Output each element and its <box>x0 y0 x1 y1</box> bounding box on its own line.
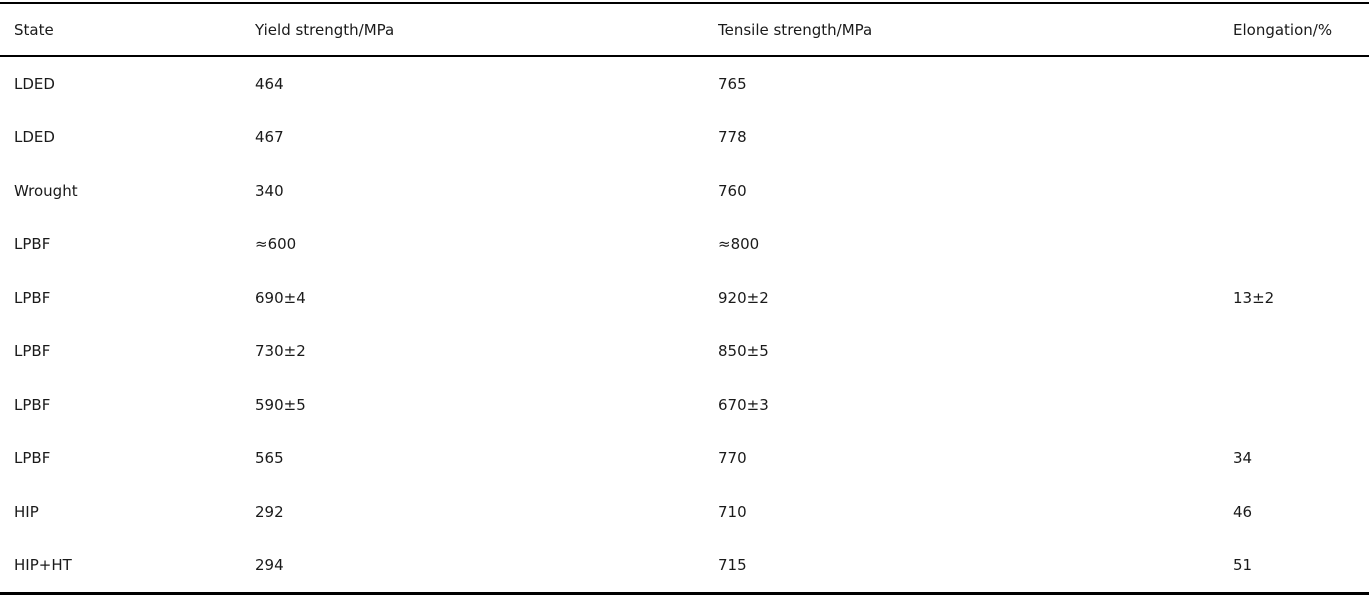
cell-tensile: 765 <box>718 74 747 93</box>
cell-yield: 590±5 <box>255 395 306 414</box>
cell-yield: ≈600 <box>255 235 297 254</box>
cell-state: LDED <box>14 74 55 93</box>
cell-tensile: 778 <box>718 128 747 147</box>
cell-state: Wrought <box>14 181 78 200</box>
cell-state: LPBF <box>14 449 51 468</box>
column-header-state: State <box>14 20 54 39</box>
cell-elongation: 51 <box>1233 556 1253 575</box>
column-header-tensile: Tensile strength/MPa <box>718 20 873 39</box>
cell-yield: 730±2 <box>255 342 306 361</box>
cell-state: LDED <box>14 128 55 147</box>
cell-yield: 690±4 <box>255 288 306 307</box>
table-row: Wrought 340 760 <box>0 164 1369 218</box>
table-row: LPBF 730±2 850±5 <box>0 325 1369 379</box>
cell-yield: 294 <box>255 556 284 575</box>
table-row: LDED 464 765 <box>0 57 1369 111</box>
cell-elongation: 46 <box>1233 502 1253 521</box>
cell-state: LPBF <box>14 395 51 414</box>
cell-state: LPBF <box>14 288 51 307</box>
cell-tensile: 710 <box>718 502 747 521</box>
table-row: LDED 467 778 <box>0 111 1369 165</box>
cell-elongation: 13±2 <box>1233 288 1275 307</box>
cell-tensile: 850±5 <box>718 342 769 361</box>
cell-state: HIP+HT <box>14 556 72 575</box>
cell-yield: 467 <box>255 128 284 147</box>
cell-tensile: 670±3 <box>718 395 769 414</box>
cell-state: LPBF <box>14 235 51 254</box>
cell-yield: 464 <box>255 74 284 93</box>
cell-tensile: 920±2 <box>718 288 769 307</box>
cell-state: HIP <box>14 502 39 521</box>
table-row: LPBF 565 770 34 <box>0 432 1369 486</box>
column-header-elongation: Elongation/% <box>1233 20 1333 39</box>
cell-yield: 292 <box>255 502 284 521</box>
cell-yield: 565 <box>255 449 284 468</box>
cell-tensile: 770 <box>718 449 747 468</box>
cell-state: LPBF <box>14 342 51 361</box>
table-row: LPBF 590±5 670±3 <box>0 378 1369 432</box>
table-row: HIP 292 710 46 <box>0 485 1369 539</box>
table-row: LPBF 690±4 920±2 13±2 <box>0 271 1369 325</box>
cell-elongation: 34 <box>1233 449 1253 468</box>
table-header-row: State Yield strength/MPa Tensile strengt… <box>0 4 1369 57</box>
cell-tensile: 760 <box>718 181 747 200</box>
column-header-yield: Yield strength/MPa <box>255 20 395 39</box>
table-row: LPBF ≈600 ≈800 <box>0 218 1369 272</box>
cell-tensile: ≈800 <box>718 235 760 254</box>
cell-yield: 340 <box>255 181 284 200</box>
cell-tensile: 715 <box>718 556 747 575</box>
table-row: HIP+HT 294 715 51 <box>0 539 1369 593</box>
